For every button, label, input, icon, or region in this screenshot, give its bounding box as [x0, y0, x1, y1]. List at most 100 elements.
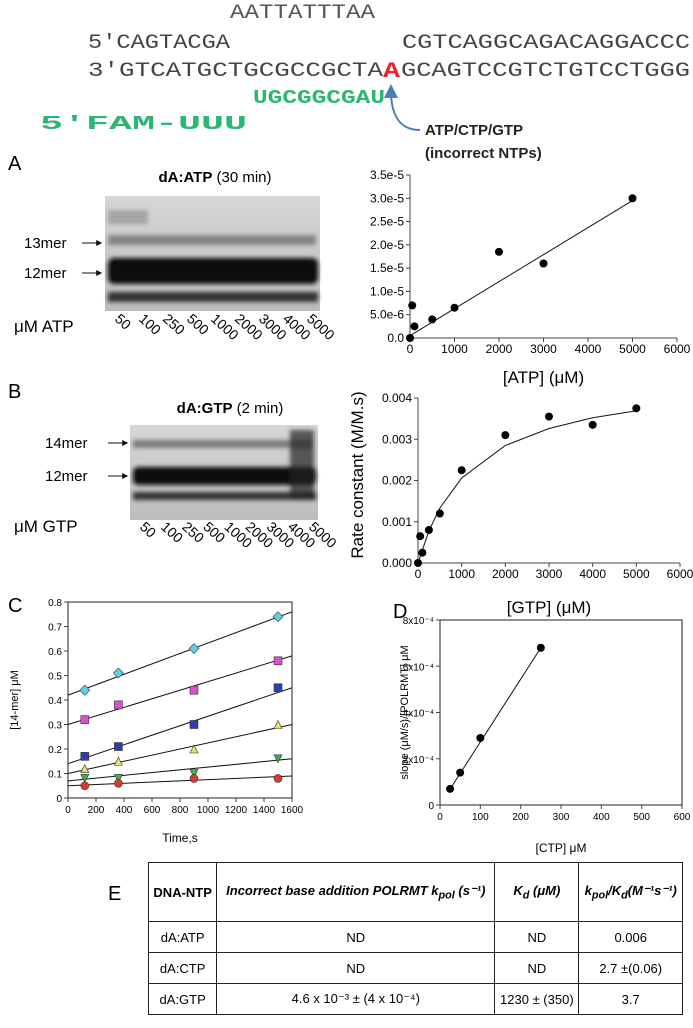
- x-tick-label: 800: [172, 805, 189, 816]
- x-tick-label: 6000: [667, 567, 693, 581]
- lane-label: 250: [160, 310, 188, 338]
- data-point: [476, 733, 485, 742]
- gel-title: dA:ATP (30 min): [158, 169, 271, 186]
- x-tick-label: 0: [437, 812, 443, 823]
- data-point: [189, 769, 199, 779]
- data-point: [272, 611, 284, 623]
- table-header-row: DNA-NTP Incorrect base addition POLRMT k p…: [147, 862, 683, 922]
- x-tick-label: 0: [65, 805, 71, 816]
- data-point: [80, 781, 90, 791]
- y-tick-label: 0.003: [382, 432, 412, 446]
- data-point: [495, 247, 503, 256]
- y-tick-label: 1.0e-5: [370, 284, 404, 298]
- header-text: pol: [591, 889, 609, 902]
- data-point: [416, 532, 425, 541]
- table-cell: 1230 ± (350): [494, 983, 580, 1015]
- template-3-prime-end: GCAGTCCGTCTGTCCTGGG: [401, 60, 690, 83]
- data-point: [273, 656, 283, 666]
- lane-label: 500: [184, 310, 212, 338]
- data-point: [588, 420, 597, 429]
- data-point: [539, 259, 548, 268]
- header-text: DNA-NTP: [153, 884, 212, 900]
- y-tick-label: 6x10⁻⁴: [403, 662, 434, 673]
- data-point: [457, 466, 466, 475]
- y-tick-label: 0.2: [48, 745, 62, 756]
- table-header: kpol/Kd(M⁻¹s⁻¹): [578, 862, 683, 922]
- data-point: [428, 315, 437, 324]
- data-point: [80, 774, 90, 784]
- band-label: 12mer: [45, 468, 88, 485]
- header-text: d: [522, 889, 530, 902]
- x-tick-label: 200: [512, 812, 529, 823]
- table-row: dA:CTP ND ND 2.7 ±(0.06): [147, 952, 683, 984]
- data-point: [114, 742, 123, 751]
- data-point: [456, 768, 465, 777]
- data-point: [410, 322, 419, 331]
- y-tick-label: 0: [428, 801, 434, 812]
- y-tick-label: 0.4: [48, 696, 62, 707]
- header-text: Incorrect base addition POLRMT k: [226, 882, 439, 898]
- table-cell: ND: [216, 921, 496, 953]
- x-tick-label: 3000: [536, 567, 563, 581]
- x-axis-label: [ATP] (μM): [503, 368, 584, 387]
- subscript: d: [523, 889, 530, 901]
- fit-line: [67, 724, 293, 774]
- data-point: [418, 548, 427, 557]
- table-cell: ND: [494, 921, 580, 953]
- y-tick-label: 3.0e-5: [370, 191, 404, 205]
- fit-line: [409, 200, 633, 337]
- x-tick-label: 400: [593, 812, 610, 823]
- y-tick-label: 0.3: [48, 721, 62, 732]
- panel-letter: A: [8, 153, 22, 175]
- panel-letter: B: [8, 381, 21, 403]
- x-tick-label: 200: [88, 805, 105, 816]
- x-tick-label: 1200: [225, 805, 248, 816]
- lane-label: 1000: [208, 310, 242, 343]
- data-point: [632, 404, 641, 413]
- x-tick-label: 1000: [441, 342, 468, 356]
- y-tick-label: 0.004: [382, 391, 412, 405]
- gel-axis-label: μM ATP: [14, 317, 74, 336]
- data-point: [273, 774, 283, 783]
- data-point: [273, 754, 283, 764]
- data-point: [446, 784, 455, 793]
- data-point: [80, 752, 90, 761]
- primer-5-prime: 5′FAM-UUU: [40, 113, 247, 135]
- subscript: d: [621, 889, 628, 901]
- header-text: (M⁻¹s⁻¹): [627, 882, 677, 898]
- x-tick-label: 1600: [281, 805, 304, 816]
- header-text: (μM): [529, 882, 561, 898]
- x-tick-label: 0: [407, 342, 414, 356]
- template-5-prime-end: CGTCAGGCAGACAGGACCC: [402, 32, 690, 55]
- x-axis-label: Time,s: [162, 831, 198, 845]
- data-point: [189, 774, 199, 783]
- data-point: [406, 334, 414, 342]
- fit-line: [67, 611, 293, 696]
- data-point: [273, 719, 283, 729]
- x-tick-label: 2000: [486, 342, 513, 356]
- plot-frame: [67, 601, 293, 799]
- data-point: [414, 559, 422, 567]
- x-tick-label: 6000: [664, 342, 691, 356]
- x-tick-label: 1400: [253, 805, 276, 816]
- header-text: /K: [608, 882, 622, 898]
- table-cell: dA:ATP: [147, 921, 218, 953]
- template-3-prime: 3′GTCATGCTGCGCCGCTA: [88, 60, 383, 83]
- fit-line: [67, 655, 293, 725]
- data-point: [79, 684, 91, 696]
- data-point: [113, 774, 123, 784]
- y-tick-label: 2.5e-5: [370, 215, 404, 229]
- y-tick-label: 1.5e-5: [370, 261, 404, 275]
- table-row: dA:ATP ND ND 0.006: [147, 921, 683, 953]
- gel-title-bold: dA:GTP: [177, 400, 233, 417]
- x-tick-label: 2000: [492, 567, 519, 581]
- ntp-label: ATP/CTP/GTP: [425, 122, 523, 139]
- panel-letter: C: [8, 595, 22, 617]
- gel-title-rest: (2 min): [232, 400, 283, 417]
- header-text: d: [621, 889, 628, 902]
- table-cell: 2.7 ±(0.06): [578, 952, 683, 984]
- target-base: A: [383, 59, 401, 84]
- data-point: [80, 715, 90, 724]
- x-tick-label: 5000: [623, 567, 650, 581]
- y-tick-label: 0.000: [382, 556, 412, 570]
